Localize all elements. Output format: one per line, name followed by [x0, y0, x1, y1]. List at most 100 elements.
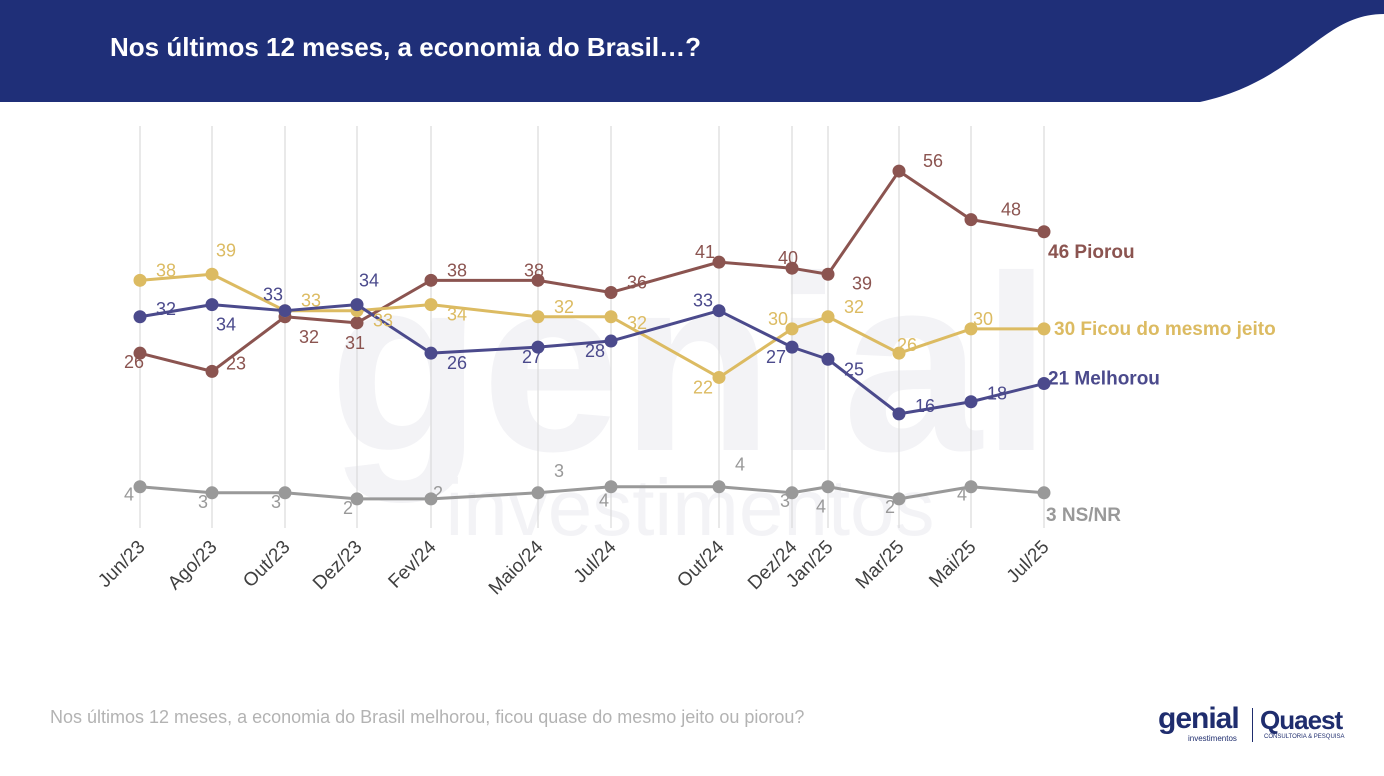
data-point-mesmo_jeito — [424, 298, 438, 312]
data-label-mesmo_jeito: 30 — [768, 309, 788, 329]
data-label-mesmo_jeito: 26 — [897, 335, 917, 355]
data-label-mesmo_jeito: 39 — [216, 240, 236, 260]
x-tick-label: Jun/23 — [94, 537, 149, 592]
data-point-piorou — [1037, 225, 1051, 239]
data-point-melhorou — [531, 340, 545, 354]
end-label-ns_nr: 3 NS/NR — [1046, 505, 1121, 526]
genial-logo-subtitle: investimentos — [1188, 734, 1237, 743]
data-point-melhorou — [892, 407, 906, 421]
data-point-ns_nr — [892, 492, 906, 506]
data-point-ns_nr — [205, 486, 219, 500]
x-tick-label: Dez/23 — [309, 537, 366, 594]
data-label-piorou: 38 — [524, 260, 544, 280]
series-melhorou — [133, 298, 1051, 421]
data-label-melhorou: 25 — [844, 359, 864, 379]
data-point-ns_nr — [531, 486, 545, 500]
x-tick-label: Out/23 — [239, 537, 294, 592]
series-ns_nr — [133, 480, 1051, 506]
data-point-melhorou — [712, 304, 726, 318]
data-label-piorou: 40 — [778, 248, 798, 268]
data-label-piorou: 41 — [695, 242, 715, 262]
data-point-piorou — [424, 273, 438, 287]
data-point-melhorou — [964, 395, 978, 409]
data-label-ns_nr: 4 — [957, 485, 967, 505]
data-point-mesmo_jeito — [604, 310, 618, 324]
data-point-ns_nr — [785, 486, 799, 500]
header-band — [0, 0, 1384, 102]
data-point-piorou — [350, 316, 364, 330]
logos: genial investimentos Quaest CONSULTORIA … — [1158, 704, 1358, 750]
page-title: Nos últimos 12 meses, a economia do Bras… — [110, 32, 701, 62]
data-point-melhorou — [205, 298, 219, 312]
watermark-word: genial — [329, 224, 1051, 503]
data-point-mesmo_jeito — [205, 267, 219, 281]
quaest-logo-subtitle: CONSULTORIA & PESQUISA — [1264, 734, 1345, 740]
data-point-piorou — [712, 255, 726, 269]
x-tick-label: Fev/24 — [385, 536, 441, 592]
data-point-melhorou — [1037, 377, 1051, 391]
data-point-piorou — [133, 346, 147, 360]
data-point-ns_nr — [278, 486, 292, 500]
data-label-ns_nr: 3 — [198, 492, 208, 512]
data-label-mesmo_jeito: 34 — [447, 305, 467, 325]
data-point-mesmo_jeito — [821, 310, 835, 324]
data-point-ns_nr — [821, 480, 835, 494]
genial-logo: genial — [1158, 702, 1240, 735]
data-label-piorou: 31 — [345, 333, 365, 353]
data-label-melhorou: 16 — [915, 396, 935, 416]
data-point-melhorou — [350, 298, 364, 312]
data-point-ns_nr — [712, 480, 726, 494]
data-label-melhorou: 34 — [359, 271, 379, 291]
data-label-ns_nr: 2 — [885, 497, 895, 517]
data-label-ns_nr: 3 — [780, 491, 790, 511]
data-label-piorou: 38 — [447, 260, 467, 280]
data-label-piorou: 26 — [124, 352, 144, 372]
data-label-ns_nr: 4 — [124, 485, 134, 505]
data-label-piorou: 32 — [299, 327, 319, 347]
header-background — [0, 0, 1384, 102]
data-point-piorou — [964, 213, 978, 227]
data-point-melhorou — [424, 346, 438, 360]
data-point-piorou — [821, 267, 835, 281]
data-label-ns_nr: 3 — [554, 461, 564, 481]
data-label-melhorou: 18 — [987, 384, 1007, 404]
data-point-mesmo_jeito — [785, 322, 799, 336]
data-point-ns_nr — [133, 480, 147, 494]
data-label-ns_nr: 4 — [599, 491, 609, 511]
data-point-ns_nr — [424, 492, 438, 506]
data-label-melhorou: 27 — [766, 347, 786, 367]
data-label-mesmo_jeito: 33 — [301, 291, 321, 311]
data-point-piorou — [785, 261, 799, 275]
data-label-mesmo_jeito: 22 — [693, 377, 713, 397]
data-point-mesmo_jeito — [892, 346, 906, 360]
data-label-mesmo_jeito: 32 — [844, 297, 864, 317]
data-label-melhorou: 32 — [156, 299, 176, 319]
data-label-melhorou: 33 — [693, 291, 713, 311]
data-label-melhorou: 27 — [522, 347, 542, 367]
data-label-piorou: 39 — [852, 273, 872, 293]
data-label-melhorou: 34 — [216, 315, 236, 335]
data-label-piorou: 23 — [226, 353, 246, 373]
logo-divider — [1252, 708, 1253, 742]
data-label-ns_nr: 4 — [816, 497, 826, 517]
series-lines — [133, 164, 1051, 506]
data-point-ns_nr — [350, 492, 364, 506]
end-label-piorou: 46 Piorou — [1048, 242, 1135, 263]
data-label-piorou: 48 — [1001, 200, 1021, 220]
data-label-ns_nr: 4 — [735, 455, 745, 475]
data-point-melhorou — [133, 310, 147, 324]
data-label-mesmo_jeito: 38 — [156, 260, 176, 280]
data-label-piorou: 36 — [627, 272, 647, 292]
data-label-ns_nr: 2 — [433, 483, 443, 503]
data-label-mesmo_jeito: 33 — [373, 311, 393, 331]
data-point-mesmo_jeito — [133, 273, 147, 287]
x-tick-label: Ago/23 — [164, 537, 221, 594]
data-point-melhorou — [821, 352, 835, 366]
data-point-melhorou — [785, 340, 799, 354]
gridlines — [139, 126, 1045, 528]
x-tick-label: Jul/25 — [1003, 537, 1054, 588]
data-point-ns_nr — [1037, 486, 1051, 500]
